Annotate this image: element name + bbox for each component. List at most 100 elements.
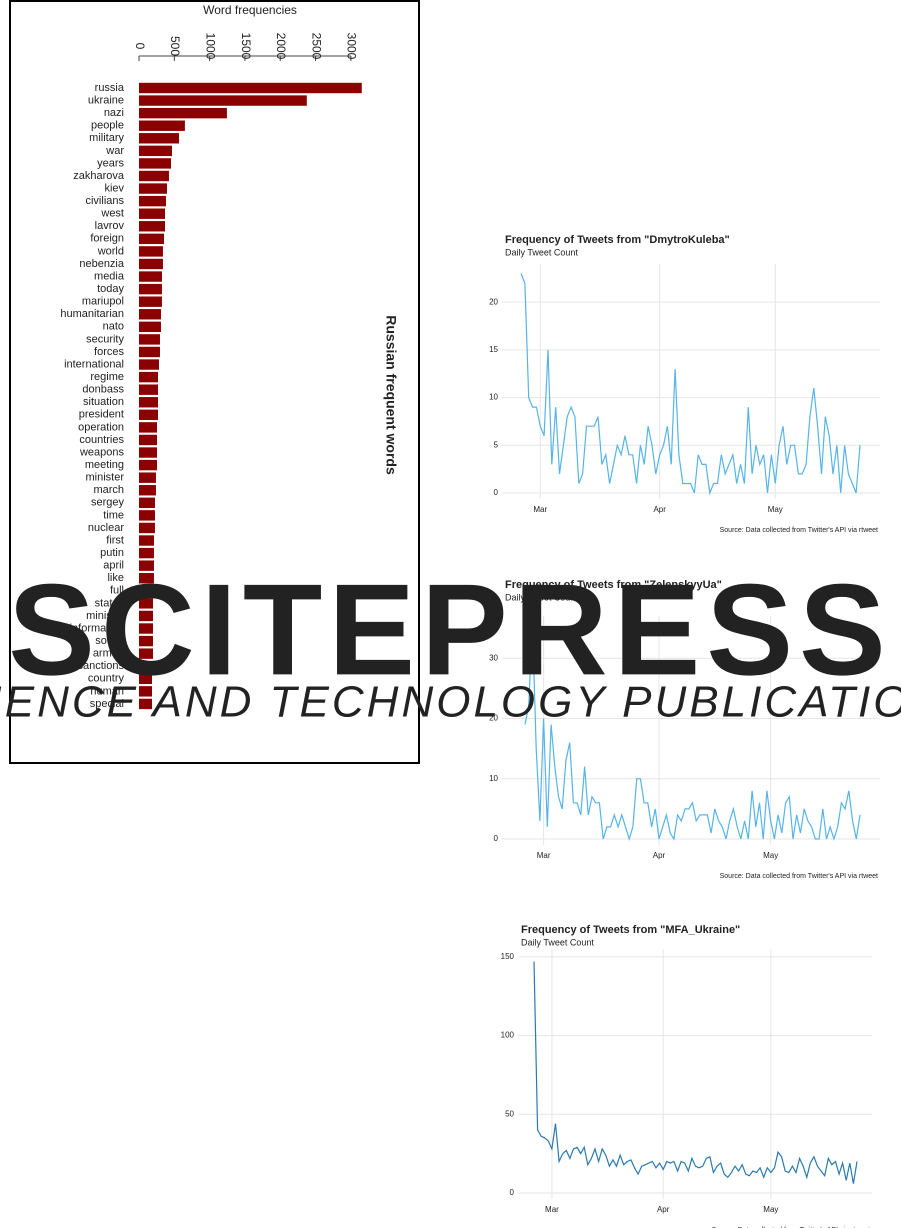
category-label: weapons <box>79 446 125 458</box>
bar <box>139 686 152 697</box>
bar <box>139 208 165 219</box>
bar <box>139 283 162 295</box>
y-axis-title: Russian frequent words <box>383 315 399 475</box>
category-label: ministry <box>86 610 124 622</box>
bar <box>139 346 160 358</box>
bar <box>139 359 159 370</box>
bar <box>139 698 152 710</box>
category-label: people <box>91 120 124 132</box>
watermark: SCITEPRESS <box>8 556 892 702</box>
bar <box>139 296 162 307</box>
category-label: countries <box>79 434 124 446</box>
bar <box>139 623 153 634</box>
category-label: mariupol <box>82 296 124 308</box>
category-label: sergey <box>91 497 125 509</box>
x-tick-label: Apr <box>653 505 666 514</box>
bar <box>139 409 158 421</box>
bar <box>139 371 158 383</box>
bar <box>139 321 161 333</box>
x-tick-label: 500 <box>168 36 182 56</box>
bar <box>139 422 158 433</box>
bar <box>139 145 172 157</box>
category-label: human <box>90 685 124 697</box>
line-series <box>533 961 858 1184</box>
category-label: operation <box>78 421 124 433</box>
bar <box>139 598 153 609</box>
bar <box>139 547 154 559</box>
bar <box>139 573 154 584</box>
bar <box>139 397 158 408</box>
category-label: nebenzia <box>79 258 125 270</box>
category-label: sanctions <box>78 660 125 672</box>
bar <box>139 133 179 144</box>
y-tick-label: 30 <box>489 653 498 662</box>
frame <box>9 0 420 764</box>
category-label: media <box>94 270 125 282</box>
x-axis-title: Word frequencies <box>203 3 297 17</box>
bar <box>139 485 156 496</box>
bar <box>139 560 154 571</box>
bar <box>139 384 158 395</box>
bar <box>139 246 163 257</box>
bar <box>139 610 153 622</box>
category-label: regime <box>90 371 124 383</box>
category-label: international <box>64 358 124 370</box>
y-tick-label: 0 <box>510 1188 515 1197</box>
category-label: security <box>86 333 124 345</box>
category-label: like <box>107 572 124 584</box>
x-tick-label: 2000 <box>274 33 288 60</box>
category-label: country <box>88 673 125 685</box>
category-label: president <box>79 409 124 421</box>
category-label: armed <box>93 648 124 660</box>
category-label: nato <box>103 321 124 333</box>
x-tick-label: 1500 <box>239 33 253 60</box>
bar <box>139 120 185 131</box>
bar <box>139 233 165 245</box>
bar <box>139 95 307 106</box>
x-tick-label: Apr <box>657 1205 670 1214</box>
bar <box>139 258 163 270</box>
y-tick-label: 50 <box>505 1109 514 1118</box>
bar <box>139 170 169 182</box>
y-tick-label: 20 <box>489 714 498 723</box>
bar <box>139 510 155 521</box>
category-label: foreign <box>90 233 124 245</box>
category-label: zakharova <box>73 170 125 182</box>
category-label: military <box>89 132 124 144</box>
category-label: minister <box>85 472 124 484</box>
x-tick-label: Apr <box>653 851 666 860</box>
bar <box>139 459 158 471</box>
category-label: west <box>100 208 124 220</box>
bar <box>139 334 160 345</box>
category-label: full <box>110 585 124 597</box>
category-label: donbass <box>82 384 124 396</box>
x-tick-label: May <box>763 1205 778 1214</box>
line-series <box>524 621 861 842</box>
bar <box>139 158 171 169</box>
category-label: humanitarian <box>60 308 124 320</box>
category-label: march <box>93 484 124 496</box>
bar <box>139 497 155 509</box>
y-tick-label: 5 <box>494 440 499 449</box>
bar <box>139 635 153 647</box>
bar <box>139 309 161 320</box>
bar <box>139 107 227 119</box>
chart-caption: Source: Data collected from Twitter's AP… <box>712 1227 870 1228</box>
category-label: today <box>97 283 124 295</box>
category-label: first <box>106 534 124 546</box>
category-label: time <box>103 509 124 521</box>
x-tick-label: May <box>768 505 783 514</box>
y-tick-label: 10 <box>489 393 498 402</box>
x-tick-label: May <box>763 851 778 860</box>
chart-title: Frequency of Tweets from "ZelenskyyUa" <box>505 579 722 591</box>
category-label: world <box>97 245 124 257</box>
y-tick-label: 15 <box>489 345 498 354</box>
bar <box>139 585 153 596</box>
category-label: nazi <box>104 107 124 119</box>
x-tick-label: Mar <box>533 505 547 514</box>
chart-subtitle: Daily Tweet Count <box>505 592 578 602</box>
category-label: lavrov <box>95 220 125 232</box>
x-tick-label: 1000 <box>203 33 217 60</box>
category-label: april <box>103 560 124 572</box>
